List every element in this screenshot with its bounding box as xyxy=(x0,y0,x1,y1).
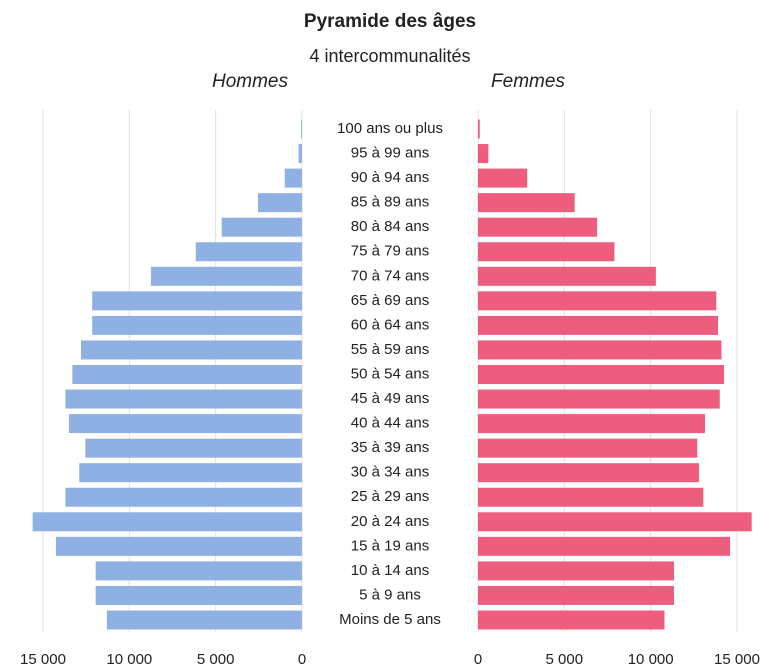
category-label: 50 à 54 ans xyxy=(351,365,429,382)
bar xyxy=(478,242,615,262)
bar xyxy=(301,119,302,139)
bar xyxy=(478,414,706,434)
x-tick-label: 15 000 xyxy=(20,651,66,668)
x-tick-label: 10 000 xyxy=(106,651,152,668)
bar xyxy=(92,315,303,335)
bar xyxy=(478,266,656,286)
bar xyxy=(257,193,302,213)
category-label: Moins de 5 ans xyxy=(339,611,441,628)
category-label: 100 ans ou plus xyxy=(337,120,443,137)
category-label: 10 à 14 ans xyxy=(351,562,429,579)
legend-entry: Hommes xyxy=(212,71,289,92)
bar xyxy=(478,340,722,360)
bar xyxy=(478,193,575,213)
bar xyxy=(65,487,303,507)
category-label: 70 à 74 ans xyxy=(351,267,429,284)
category-label: 60 à 64 ans xyxy=(351,316,429,333)
bar xyxy=(55,536,303,556)
bar xyxy=(79,463,302,483)
category-label: 80 à 84 ans xyxy=(351,218,429,235)
bar xyxy=(95,585,302,605)
bar xyxy=(92,291,303,311)
bar xyxy=(80,340,302,360)
x-tick-label: 10 000 xyxy=(628,651,674,668)
bar xyxy=(478,217,598,237)
bar xyxy=(150,266,302,286)
x-tick-label: 0 xyxy=(298,651,306,668)
bar xyxy=(106,610,303,630)
category-label: 30 à 34 ans xyxy=(351,464,429,481)
bar xyxy=(72,365,302,384)
bar xyxy=(478,610,665,630)
bar xyxy=(221,217,302,237)
bar xyxy=(85,438,302,458)
bar xyxy=(298,144,302,164)
bar xyxy=(478,536,731,556)
category-label: 25 à 29 ans xyxy=(351,488,429,505)
x-tick-label: 5 000 xyxy=(197,651,235,668)
bar xyxy=(478,389,720,409)
category-label: 20 à 24 ans xyxy=(351,513,429,530)
x-tick-label: 15 000 xyxy=(714,651,760,668)
bar xyxy=(195,242,302,262)
legend-entry: Femmes xyxy=(491,71,565,92)
bar xyxy=(478,168,528,188)
bar xyxy=(478,438,698,458)
bar xyxy=(478,315,719,335)
bar xyxy=(478,487,704,507)
bar xyxy=(478,291,717,311)
bar xyxy=(284,168,302,188)
bar xyxy=(95,561,302,581)
x-tick-label: 0 xyxy=(474,651,482,668)
category-label: 45 à 49 ans xyxy=(351,390,429,407)
bar xyxy=(478,585,674,605)
bar xyxy=(32,512,302,532)
category-label: 40 à 44 ans xyxy=(351,415,429,432)
bar xyxy=(478,512,752,532)
bar xyxy=(478,561,674,581)
bar xyxy=(478,144,489,164)
category-label: 35 à 39 ans xyxy=(351,439,429,456)
category-label: 95 à 99 ans xyxy=(351,145,429,162)
category-label: 5 à 9 ans xyxy=(359,586,421,603)
category-label: 65 à 69 ans xyxy=(351,292,429,309)
chart-subtitle: 4 intercommunalités xyxy=(309,46,470,66)
chart-title: Pyramide des âges xyxy=(304,11,476,32)
category-label: 85 à 89 ans xyxy=(351,194,429,211)
bar xyxy=(478,365,725,384)
bar xyxy=(65,389,303,409)
category-label: 90 à 94 ans xyxy=(351,169,429,186)
x-tick-label: 5 000 xyxy=(546,651,584,668)
bar xyxy=(478,463,700,483)
category-label: 15 à 19 ans xyxy=(351,537,429,554)
category-label: 75 à 79 ans xyxy=(351,243,429,260)
bar xyxy=(68,414,303,434)
bar xyxy=(478,119,480,139)
category-label: 55 à 59 ans xyxy=(351,341,429,358)
